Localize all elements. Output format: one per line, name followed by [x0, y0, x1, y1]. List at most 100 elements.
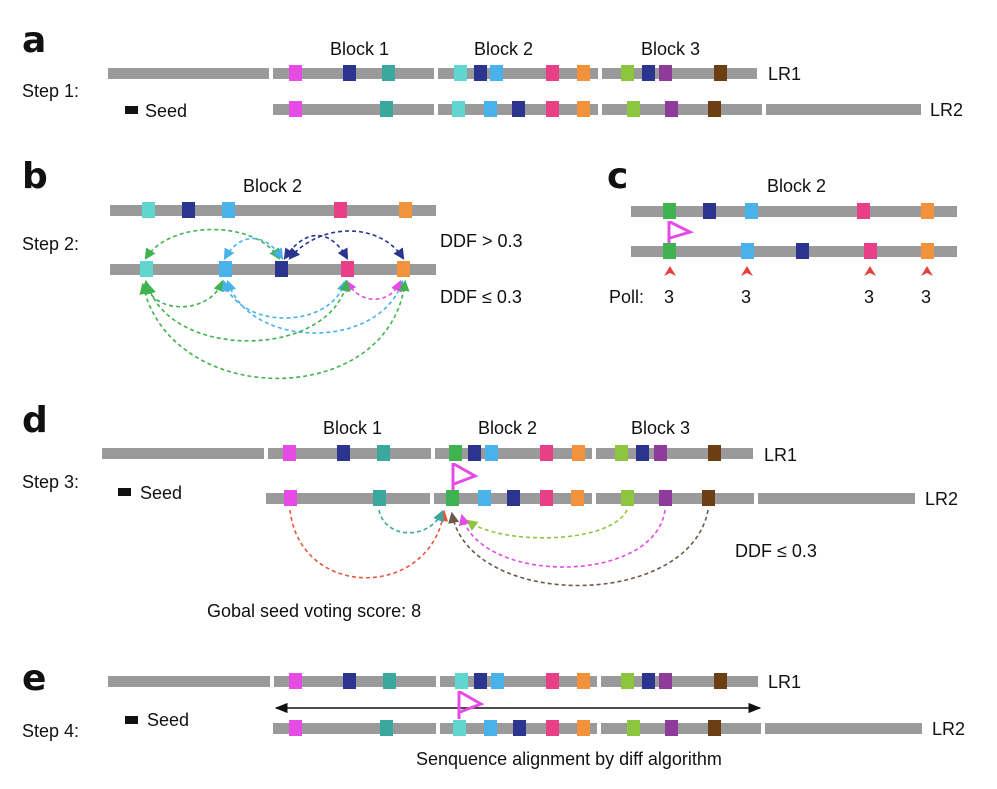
- lr1-label: LR1: [768, 672, 801, 692]
- flag-icon: [667, 220, 695, 243]
- kmer-magenta: [289, 720, 302, 736]
- kmer-purple: [659, 65, 672, 81]
- poll-arrow-icon: [864, 266, 876, 276]
- track-segment: [766, 104, 921, 115]
- kmer-magenta: [289, 673, 302, 689]
- kmer-navy: [636, 445, 649, 461]
- panel-letter-e: e: [22, 658, 46, 699]
- kmer-teal: [377, 445, 390, 461]
- kmer-purple: [665, 101, 678, 117]
- kmer-orange: [921, 243, 934, 259]
- kmer-purple: [659, 673, 672, 689]
- voting-score-label: Gobal seed voting score: 8: [207, 601, 421, 621]
- kmer-navy: [507, 490, 520, 506]
- panel-a: a Block 1 Block 2 Block 3 Step 1: Seed L…: [22, 20, 963, 121]
- track-segment: [438, 68, 598, 79]
- track-segment: [273, 104, 434, 115]
- track-segment: [108, 676, 270, 687]
- arc-lower: [225, 279, 405, 334]
- block3-label: Block 3: [641, 39, 700, 59]
- seed-legend-icon: [125, 716, 138, 724]
- arc-lower: [345, 279, 402, 301]
- kmer-orange: [577, 673, 590, 689]
- kmer-orange: [571, 490, 584, 506]
- track-segment: [765, 723, 922, 734]
- kmer-navy: [182, 202, 195, 218]
- kmer-brown: [708, 720, 721, 736]
- kmer-pink: [546, 65, 559, 81]
- kmer-brown: [708, 445, 721, 461]
- kmer-sky: [490, 65, 503, 81]
- lr1-label: LR1: [768, 64, 801, 84]
- track-segment: [596, 448, 753, 459]
- seed-legend-label: Seed: [147, 710, 189, 730]
- arc-upper: [223, 237, 284, 260]
- kmer-magenta: [289, 65, 302, 81]
- block2-label: Block 2: [767, 176, 826, 196]
- kmer-green: [663, 243, 676, 259]
- poll-value: 3: [664, 287, 674, 307]
- step-label: Step 1:: [22, 81, 79, 101]
- track-segment: [758, 493, 915, 504]
- kmer-brown: [708, 101, 721, 117]
- seed-legend-icon: [125, 106, 138, 114]
- ddf-gt-label: DDF > 0.3: [440, 231, 523, 251]
- arc-upper: [288, 230, 405, 260]
- lr2-label: LR2: [930, 100, 963, 120]
- kmer-teal: [380, 720, 393, 736]
- kmer-navy: [642, 673, 655, 689]
- poll-value: 3: [864, 287, 874, 307]
- kmer-navy: [513, 720, 526, 736]
- seed-legend-label: Seed: [140, 483, 182, 503]
- lr1-label: LR1: [764, 445, 797, 465]
- kmer-lime: [627, 101, 640, 117]
- kmer-teal: [383, 673, 396, 689]
- vote-arc: [378, 509, 444, 534]
- panel-c: c Block 2 Poll: 3 3 3 3: [607, 156, 957, 307]
- kmer-sky: [491, 673, 504, 689]
- poll-value: 3: [921, 287, 931, 307]
- arc-upper: [283, 234, 349, 260]
- track-segment: [108, 68, 269, 79]
- kmer-cyan: [142, 202, 155, 218]
- block2-label: Block 2: [478, 418, 537, 438]
- block2-label: Block 2: [474, 39, 533, 59]
- vote-arc: [466, 509, 628, 539]
- lr2-label: LR2: [925, 489, 958, 509]
- track-segment: [602, 104, 762, 115]
- alignment-caption: Senquence alignment by diff algorithm: [416, 749, 722, 769]
- read-lr1: LR1: [102, 445, 797, 465]
- step-label: Step 4:: [22, 721, 79, 741]
- kmer-pink: [546, 101, 559, 117]
- kmer-sky: [484, 101, 497, 117]
- arc-upper: [144, 228, 281, 260]
- vote-arc: [289, 509, 449, 579]
- seed-legend-label: Seed: [145, 101, 187, 121]
- kmer-pink: [546, 720, 559, 736]
- kmer-cyan: [453, 720, 466, 736]
- kmer-magenta: [283, 445, 296, 461]
- kmer-sky: [484, 720, 497, 736]
- arc-lower: [145, 279, 351, 342]
- kmer-navy: [468, 445, 481, 461]
- track-segment: [266, 493, 430, 504]
- poll-arrow-icon: [921, 266, 933, 276]
- kmer-pink: [334, 202, 347, 218]
- panel-e: e Step 4: Seed LR1: [22, 658, 965, 769]
- block2-label: Block 2: [243, 176, 302, 196]
- kmer-orange: [572, 445, 585, 461]
- track-segment: [631, 246, 957, 257]
- track-segment: [440, 676, 597, 687]
- poll-arrow-icon: [741, 266, 753, 276]
- read-lr2: LR2: [266, 489, 958, 509]
- block2-lr2: [110, 261, 436, 277]
- kmer-navy: [343, 673, 356, 689]
- poll-arrow-icon: [664, 266, 676, 276]
- kmer-orange: [399, 202, 412, 218]
- kmer-pink: [540, 445, 553, 461]
- kmer-cyan: [455, 673, 468, 689]
- kmer-navy: [343, 65, 356, 81]
- kmer-sky: [741, 243, 754, 259]
- poll-label: Poll:: [609, 287, 644, 307]
